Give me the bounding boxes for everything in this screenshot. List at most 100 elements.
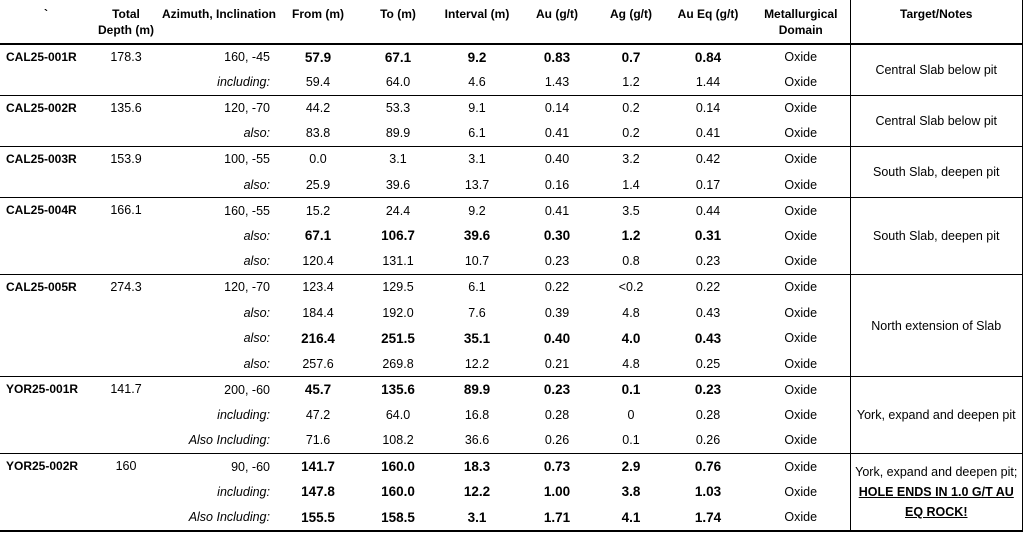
to-value: 269.8 [382, 356, 414, 371]
metallurgical-domain: Oxide [784, 280, 818, 295]
au-value: 0.16 [544, 177, 570, 192]
azimuth-inclination: also: [243, 305, 270, 320]
to-value: 160.0 [381, 484, 415, 500]
metallurgical-domain: Oxide [784, 254, 818, 269]
ag-value: 3.8 [621, 484, 641, 500]
aueq-value: 0.43 [695, 305, 721, 320]
interval-value: 9.1 [468, 101, 486, 116]
azimuth-inclination: also: [243, 356, 270, 371]
ag-value: 0.1 [622, 433, 640, 448]
table-row: including: 59.4 64.0 4.6 1.43 1.2 1.44 Oxide [0, 70, 1022, 96]
azimuth-inclination: 120, -70 [224, 280, 270, 295]
hole-id: YOR25-001R [6, 382, 79, 397]
aueq-value: 0.41 [695, 126, 721, 141]
table-row: Also Including: 71.6 108.2 36.6 0.26 0.1 0.26 O… [0, 428, 1022, 454]
au-value: 1.43 [544, 75, 570, 90]
aueq-value: 0.84 [694, 49, 722, 65]
col-from-header: From (m) [292, 7, 344, 21]
azimuth-inclination: also: [243, 126, 270, 141]
interval-value: 36.6 [464, 433, 490, 448]
table-row: YOR25-001R 141.7 200, -60 45.7 135.6 89.9 0.23… [0, 376, 1022, 454]
metallurgical-domain: Oxide [784, 356, 818, 371]
ag-value: 1.4 [622, 177, 640, 192]
metallurgical-domain: Oxide [784, 510, 818, 525]
azimuth-inclination: also: [243, 228, 270, 243]
from-value: 141.7 [301, 459, 335, 475]
ag-value: 4.8 [622, 305, 640, 320]
azimuth-inclination: including: [217, 408, 270, 423]
ag-value: 0.2 [622, 101, 640, 116]
metallurgical-domain: Oxide [784, 382, 818, 397]
hole-id: CAL25-005R [6, 279, 77, 294]
azimuth-inclination: also: [243, 177, 270, 192]
au-value: 0.39 [544, 305, 570, 320]
table-row: CAL25-002R 135.6 120, -70 44.2 53.3 9.1 0.14 0.… [0, 95, 1022, 147]
total-depth: 153.9 [110, 151, 142, 166]
azimuth-inclination: 120, -70 [224, 101, 270, 116]
hole-id: CAL25-002R [6, 100, 77, 115]
metallurgical-domain: Oxide [784, 152, 818, 167]
from-value: 123.4 [302, 280, 334, 295]
from-value: 15.2 [305, 203, 331, 218]
au-value: 1.71 [543, 509, 571, 525]
to-value: 24.4 [385, 203, 411, 218]
interval-value: 18.3 [463, 459, 491, 475]
total-depth: 166.1 [110, 203, 142, 218]
ag-value: 4.1 [621, 509, 641, 525]
ag-value: 2.9 [621, 459, 641, 475]
from-value: 59.4 [305, 75, 331, 90]
from-value: 83.8 [305, 126, 331, 141]
table-row: CAL25-001R 178.3 160, -45 57.9 67.1 9.2 0.83 0.… [0, 44, 1022, 96]
table-row: CAL25-004R 166.1 160, -55 15.2 24.4 9.2 0.41 3.… [0, 197, 1022, 275]
table-row: Also Including: 155.5 158.5 3.1 1.71 4.1 1.74 O… [0, 505, 1022, 531]
au-value: 0.40 [544, 152, 570, 167]
au-value: 0.14 [544, 101, 570, 116]
table-row: including: 47.2 64.0 16.8 0.28 0 0.28 Oxide [0, 402, 1022, 428]
azimuth-inclination: also: [243, 254, 270, 269]
from-value: 67.1 [304, 228, 332, 244]
au-value: 0.22 [544, 280, 570, 295]
azimuth-inclination: Also Including: [188, 510, 270, 525]
au-value: 0.28 [544, 408, 570, 423]
metallurgical-domain: Oxide [784, 433, 818, 448]
from-value: 257.6 [302, 356, 334, 371]
aueq-value: 0.25 [695, 356, 721, 371]
metallurgical-domain: Oxide [784, 50, 818, 65]
from-value: 57.9 [304, 49, 332, 65]
ag-value: 4.0 [621, 330, 641, 346]
aueq-value: 1.74 [694, 509, 722, 525]
to-value: 251.5 [381, 330, 415, 346]
aueq-value: 0.31 [694, 228, 722, 244]
metallurgical-domain: Oxide [784, 101, 818, 116]
metallurgical-domain: Oxide [784, 484, 818, 499]
hole-ends-emphasis: HOLE ENDS IN 1.0 G/T AU EQ ROCK! [858, 484, 1014, 519]
azimuth-inclination: 90, -60 [231, 459, 270, 474]
ag-value: 1.2 [621, 228, 641, 244]
to-value: 89.9 [385, 126, 411, 141]
target-note-text: York, expand and deepen pit [856, 408, 1016, 423]
table-row: also: 83.8 89.9 6.1 0.41 0.2 0.41 Oxide [0, 121, 1022, 147]
to-value: 129.5 [382, 280, 414, 295]
target-note-text: Central Slab below pit [875, 113, 998, 128]
ag-value: 0.8 [622, 254, 640, 269]
interval-value: 13.7 [464, 177, 490, 192]
total-depth: 160 [115, 459, 137, 473]
from-value: 184.4 [302, 305, 334, 320]
au-value: 0.23 [543, 382, 571, 398]
target-note-text: North extension of Slab [871, 318, 1002, 333]
interval-value: 6.1 [468, 126, 486, 141]
to-value: 53.3 [385, 101, 411, 116]
col-aueq-header: Au Eq (g/t) [677, 7, 739, 21]
ag-value: <0.2 [618, 280, 644, 295]
col-interval-header: Interval (m) [444, 7, 510, 21]
to-value: 160.0 [381, 459, 415, 475]
to-value: 106.7 [381, 228, 415, 244]
aueq-value: 1.44 [695, 75, 721, 90]
from-value: 155.5 [301, 509, 335, 525]
interval-value: 12.2 [464, 356, 490, 371]
table-body: CAL25-001R 178.3 160, -45 57.9 67.1 9.2 0.83 0.… [0, 44, 1022, 531]
target-notes: Central Slab below pit [849, 44, 1022, 96]
interval-value: 10.7 [464, 254, 490, 269]
azimuth-inclination: 160, -45 [224, 50, 270, 65]
hole-id: CAL25-003R [6, 151, 77, 166]
